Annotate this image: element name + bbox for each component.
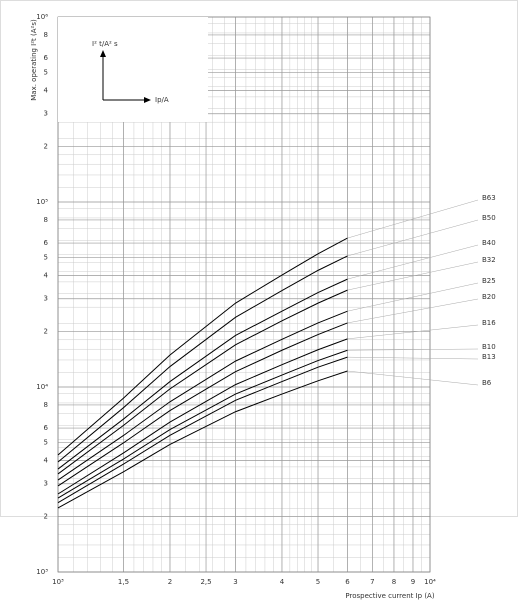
x-tick-label: 4 <box>280 578 285 586</box>
legend-label: B10 <box>482 343 496 351</box>
x-tick-label: 9 <box>411 578 415 586</box>
y-tick-label: 8 <box>44 401 48 409</box>
x-tick-label: 10⁴ <box>424 578 436 586</box>
leader-line <box>347 261 479 291</box>
x-tick-label: 1,5 <box>118 578 129 586</box>
curve <box>57 289 348 475</box>
curve <box>57 322 348 487</box>
y-tick-label: 10⁶ <box>36 13 48 21</box>
y-tick-label: 6 <box>44 424 49 432</box>
y-tick-label: 5 <box>44 254 48 262</box>
x-tick-label: 2 <box>168 578 172 586</box>
y-axis-label: Max. operating I²t (A²s) <box>30 19 38 101</box>
y-tick-label: 8 <box>44 216 48 224</box>
curve <box>57 338 348 495</box>
x-tick-label: 3 <box>233 578 237 586</box>
curve <box>57 255 348 463</box>
y-tick-label: 5 <box>44 69 48 77</box>
y-tick-label: 5 <box>44 439 48 447</box>
leader-line <box>347 348 479 351</box>
y-tick-label: 4 <box>44 457 49 465</box>
x-tick-label: 7 <box>370 578 374 586</box>
leader-line <box>347 298 479 324</box>
x-tick-label: 6 <box>345 578 350 586</box>
legend-label: B25 <box>482 277 496 285</box>
inset-x-arrowhead <box>144 97 151 103</box>
plot-frame <box>57 16 431 573</box>
inset-y-label: I² t/A² s <box>92 40 118 48</box>
legend-label: B40 <box>482 239 496 247</box>
legend-label: B6 <box>482 379 492 387</box>
y-tick-label: 2 <box>44 327 48 335</box>
curve <box>57 310 348 481</box>
legend-label: B63 <box>482 194 496 202</box>
inset-y-arrowhead <box>100 50 106 57</box>
legend-label: B32 <box>482 256 496 264</box>
y-tick-label: 10⁵ <box>36 198 48 206</box>
leader-line <box>347 282 479 312</box>
curve <box>57 278 348 470</box>
legend-label: B20 <box>482 293 496 301</box>
y-tick-label: 6 <box>44 54 49 62</box>
inset-box <box>58 17 208 122</box>
leader-line <box>347 219 479 257</box>
y-tick-label: 4 <box>44 87 49 95</box>
y-tick-label: 10³ <box>36 568 48 576</box>
y-tick-label: 3 <box>44 295 48 303</box>
y-tick-label: 10⁴ <box>36 383 48 391</box>
leader-line <box>347 356 479 360</box>
leader-line <box>347 199 479 239</box>
marks <box>57 199 479 509</box>
y-tick-label: 3 <box>44 480 48 488</box>
leader-line <box>347 244 479 280</box>
y-tick-label: 4 <box>44 272 49 280</box>
curve <box>57 370 348 509</box>
x-tick-label: 5 <box>316 578 320 586</box>
curve <box>57 349 348 499</box>
x-tick-label: 10³ <box>52 578 64 586</box>
inset-x-label: Ip/A <box>155 96 169 104</box>
x-tick-label: 8 <box>392 578 396 586</box>
y-tick-label: 2 <box>44 142 48 150</box>
y-tick-label: 6 <box>44 239 49 247</box>
legend-label: B13 <box>482 353 496 361</box>
x-axis-label: Prospective current Ip (A) <box>345 592 434 600</box>
curve <box>57 356 348 504</box>
x-tick-label: 2,5 <box>200 578 211 586</box>
y-tick-label: 8 <box>44 31 48 39</box>
leader-line <box>347 370 479 386</box>
legend-label: B16 <box>482 319 496 327</box>
y-tick-label: 2 <box>44 512 48 520</box>
leader-line <box>347 324 479 340</box>
y-tick-label: 3 <box>44 110 48 118</box>
curve <box>57 237 348 456</box>
legend-label: B50 <box>482 214 496 222</box>
